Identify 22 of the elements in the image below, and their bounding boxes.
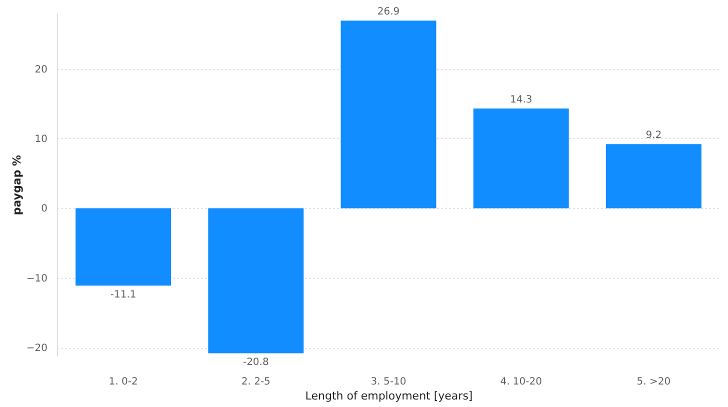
bar — [606, 144, 702, 208]
x-tick-label: 4. 10-20 — [500, 376, 542, 388]
y-axis-title: paygap % — [10, 154, 24, 216]
bar — [76, 208, 172, 286]
y-tick-label: −10 — [26, 273, 48, 284]
bar — [340, 20, 436, 208]
y-tick-label: 20 — [34, 64, 48, 76]
data-label: -20.8 — [242, 357, 269, 368]
x-axis-title: Length of employment [years] — [305, 390, 473, 402]
y-tick-label: −20 — [26, 343, 48, 354]
data-label: 14.3 — [510, 94, 532, 106]
x-tick-label: 5. >20 — [636, 376, 671, 388]
bar — [473, 108, 569, 208]
y-tick-label: 0 — [41, 204, 48, 215]
data-label: 9.2 — [646, 130, 662, 142]
data-label: 26.9 — [377, 6, 400, 18]
y-tick-label: 10 — [34, 134, 48, 145]
x-tick-label: 3. 5-10 — [370, 376, 406, 388]
bar — [208, 208, 304, 354]
x-tick-label: 1. 0-2 — [108, 376, 138, 388]
x-tick-label: 2. 2-5 — [241, 376, 270, 388]
data-label: -11.1 — [110, 290, 136, 301]
